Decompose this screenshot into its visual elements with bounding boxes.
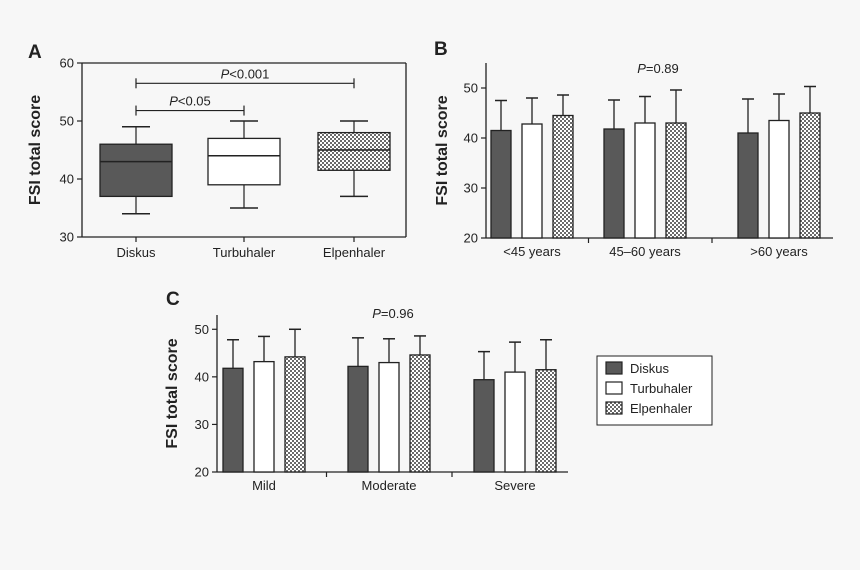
x-category-label: Severe <box>494 478 535 493</box>
bar-elpenhaler <box>409 354 431 473</box>
significance-bracket-1-label: P<0.001 <box>221 66 270 81</box>
legend-item-turbuhaler-swatch <box>605 381 623 395</box>
bar-diskus <box>222 367 244 473</box>
bar-diskus <box>473 379 495 473</box>
bar-turbuhaler <box>634 122 656 239</box>
panel-c: 20 30 40 50 FSI total score C Mild Moderate Seve… <box>164 289 568 493</box>
bar-turbuhaler <box>253 360 275 473</box>
legend-item-elpenhaler-label: Elpenhaler <box>630 401 693 416</box>
panel-letter: A <box>28 42 42 63</box>
p-value-annotation-value: =0.96 <box>381 306 414 321</box>
panel-a: 30 40 50 60 FSI total score A Diskus Turbuhaler… <box>27 42 407 260</box>
y-tick-label: 40 <box>195 369 209 384</box>
bar-diskus <box>347 365 369 473</box>
x-category-label: <45 years <box>503 244 561 259</box>
bar-elpenhaler <box>284 356 306 473</box>
panel-letter: B <box>434 39 448 60</box>
significance-bracket-2-label: P<0.05 <box>169 94 211 109</box>
bar-elpenhaler <box>665 122 687 239</box>
p-value-annotation-p: P <box>637 61 646 76</box>
y-tick-label: 30 <box>195 417 209 432</box>
p-value-annotation: P=0.96 <box>372 306 414 321</box>
box-turbuhaler-iqr <box>207 137 281 186</box>
bar-turbuhaler <box>521 123 543 239</box>
significance-bracket-2-label-value: <0.05 <box>178 94 211 109</box>
y-tick-label: 50 <box>464 81 478 96</box>
panel-letter: C <box>166 289 180 310</box>
y-tick-label: 20 <box>464 231 478 246</box>
y-axis-label: FSI total score <box>434 95 451 205</box>
bar-diskus <box>603 128 625 239</box>
x-category-label: >60 years <box>750 244 808 259</box>
bar-elpenhaler <box>799 112 821 239</box>
legend-item-elpenhaler-swatch <box>605 401 623 415</box>
y-tick-label: 40 <box>464 131 478 146</box>
bar-turbuhaler <box>504 371 526 473</box>
x-category-label: Turbuhaler <box>213 245 276 260</box>
y-tick-label: 20 <box>195 465 209 480</box>
bar-elpenhaler <box>535 369 557 473</box>
legend: Diskus Turbuhaler Elpenhaler <box>596 355 713 426</box>
p-value-annotation-value: =0.89 <box>646 61 679 76</box>
bar-turbuhaler <box>768 119 790 239</box>
y-tick-label: 50 <box>195 322 209 337</box>
bar-turbuhaler <box>378 361 400 473</box>
panel-b: 20 30 40 50 FSI total score B <45 years 45–60 y… <box>434 39 833 259</box>
y-axis-label: FSI total score <box>27 95 44 205</box>
y-tick-label: 60 <box>60 56 74 71</box>
x-category-label: 45–60 years <box>609 244 681 259</box>
y-tick-label: 30 <box>464 181 478 196</box>
x-category-label: Elpenhaler <box>323 245 386 260</box>
x-category-label: Mild <box>252 478 276 493</box>
p-value-annotation-p: P <box>372 306 381 321</box>
legend-item-diskus-label: Diskus <box>630 361 670 376</box>
p-value-annotation: P=0.89 <box>637 61 679 76</box>
significance-bracket-1-label-value: <0.001 <box>229 66 269 81</box>
legend-item-turbuhaler-label: Turbuhaler <box>630 381 693 396</box>
legend-item-diskus-swatch <box>605 361 623 375</box>
y-axis-label: FSI total score <box>164 338 181 448</box>
x-category-label: Moderate <box>362 478 417 493</box>
y-tick-label: 30 <box>60 230 74 245</box>
significance-bracket-1-label-p: P <box>221 66 230 81</box>
box-elpenhaler-iqr <box>317 131 391 171</box>
significance-bracket-2-label-p: P <box>169 94 178 109</box>
box-diskus-iqr <box>99 143 173 198</box>
bar-diskus <box>490 129 512 239</box>
y-tick-label: 40 <box>60 172 74 187</box>
y-tick-label: 50 <box>60 114 74 129</box>
bar-elpenhaler <box>552 114 574 239</box>
bar-diskus <box>737 132 759 239</box>
x-category-label: Diskus <box>116 245 156 260</box>
